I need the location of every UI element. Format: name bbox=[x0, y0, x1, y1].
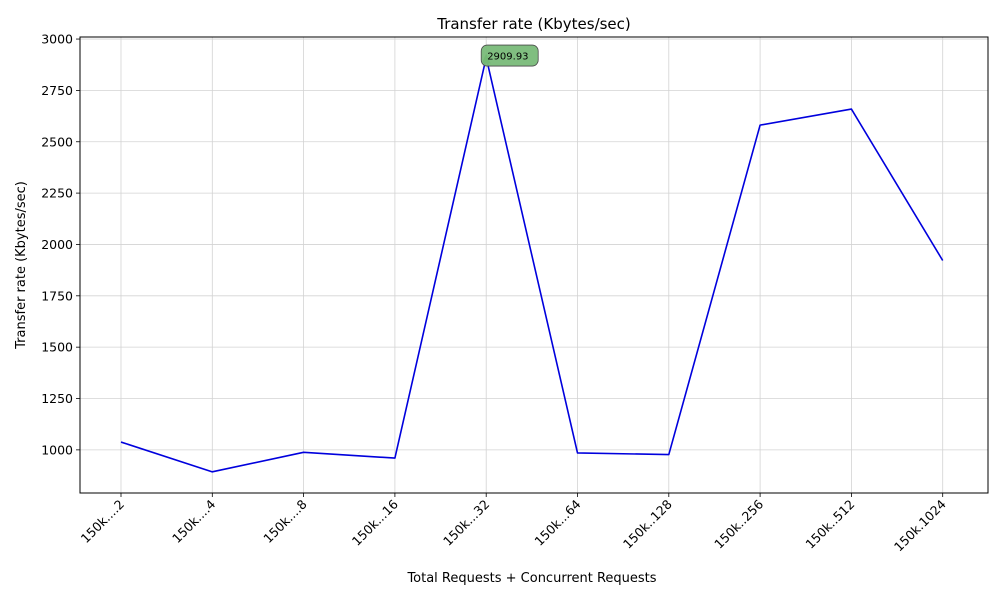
x-tick-label: 150k...64 bbox=[531, 496, 583, 548]
x-tick-label: 150k...16 bbox=[349, 496, 401, 548]
y-tick-label: 2500 bbox=[41, 134, 73, 149]
y-axis-ticks: 1000 1250 1500 1750 2000 2250 2500 2750 3000 bbox=[41, 32, 80, 457]
x-tick-label: 150k....4 bbox=[169, 496, 218, 545]
y-tick-label: 3000 bbox=[41, 32, 73, 47]
y-tick-label: 2250 bbox=[41, 186, 73, 201]
x-axis-label: Total Requests + Concurrent Requests bbox=[406, 571, 656, 586]
annotation-layer: 2909.93 bbox=[480, 44, 539, 67]
x-tick-label: 150k....2 bbox=[78, 497, 127, 546]
chart-title: Transfer rate (Kbytes/sec) bbox=[436, 15, 631, 33]
series-line bbox=[120, 56, 944, 473]
x-tick-label: 150k..256 bbox=[711, 496, 766, 551]
x-axis-ticks: 150k....2 150k....4 150k....8 150k...16 150k… bbox=[78, 493, 949, 554]
annotation-label: 2909.93 bbox=[487, 52, 528, 63]
x-tick-label: 150k....8 bbox=[260, 496, 309, 545]
y-tick-label: 2000 bbox=[41, 237, 73, 252]
y-tick-label: 1500 bbox=[41, 340, 73, 355]
y-tick-label: 1250 bbox=[41, 391, 73, 406]
y-tick-label: 1750 bbox=[41, 288, 73, 303]
y-tick-label: 1000 bbox=[41, 442, 73, 457]
x-tick-label: 150k.1024 bbox=[891, 496, 949, 554]
grid-lines bbox=[80, 37, 988, 493]
y-tick-label: 2750 bbox=[41, 83, 73, 98]
plot-frame bbox=[79, 36, 989, 494]
series-layer bbox=[120, 56, 944, 473]
x-tick-label: 150k...32 bbox=[440, 497, 492, 549]
x-tick-label: 150k..512 bbox=[802, 497, 857, 552]
annotation-box bbox=[480, 44, 539, 67]
y-axis-label: Transfer rate (Kbytes/sec) bbox=[14, 181, 29, 350]
x-tick-label: 150k..128 bbox=[620, 496, 675, 551]
